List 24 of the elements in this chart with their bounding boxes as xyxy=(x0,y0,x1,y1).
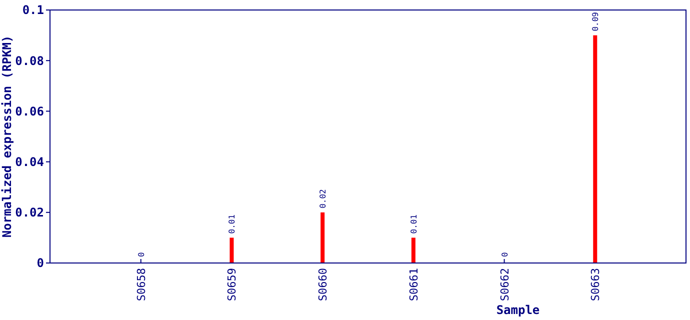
x-tick-label: S0660 xyxy=(316,268,330,302)
data-label: 0.09 xyxy=(591,12,600,32)
y-tick-label: 0.02 xyxy=(15,206,44,220)
x-tick-label: S0659 xyxy=(226,268,239,302)
data-label: 0 xyxy=(500,252,510,257)
y-tick-label: 0.04 xyxy=(15,155,44,169)
data-label: 0.02 xyxy=(318,188,328,208)
y-tick-label: 0.1 xyxy=(22,3,44,18)
bar xyxy=(320,212,325,263)
x-tick-label: S0661 xyxy=(407,268,420,302)
x-axis-title: Sample xyxy=(496,303,540,317)
bar xyxy=(411,238,416,263)
y-tick-label: 0 xyxy=(36,256,44,270)
x-tick-label: S0663 xyxy=(589,268,602,302)
y-tick-label: 0.08 xyxy=(15,54,44,68)
bar xyxy=(230,238,234,263)
data-label: 0.01 xyxy=(409,214,418,234)
y-tick-label: 0.06 xyxy=(15,104,44,118)
x-tick-label: S0658 xyxy=(134,268,148,302)
y-axis-title: Normalized expression (RPKM) xyxy=(0,35,14,238)
data-label: 0 xyxy=(136,252,146,257)
x-tick-label: S0662 xyxy=(498,268,512,302)
data-label: 0.01 xyxy=(228,214,237,234)
bar xyxy=(593,35,598,263)
